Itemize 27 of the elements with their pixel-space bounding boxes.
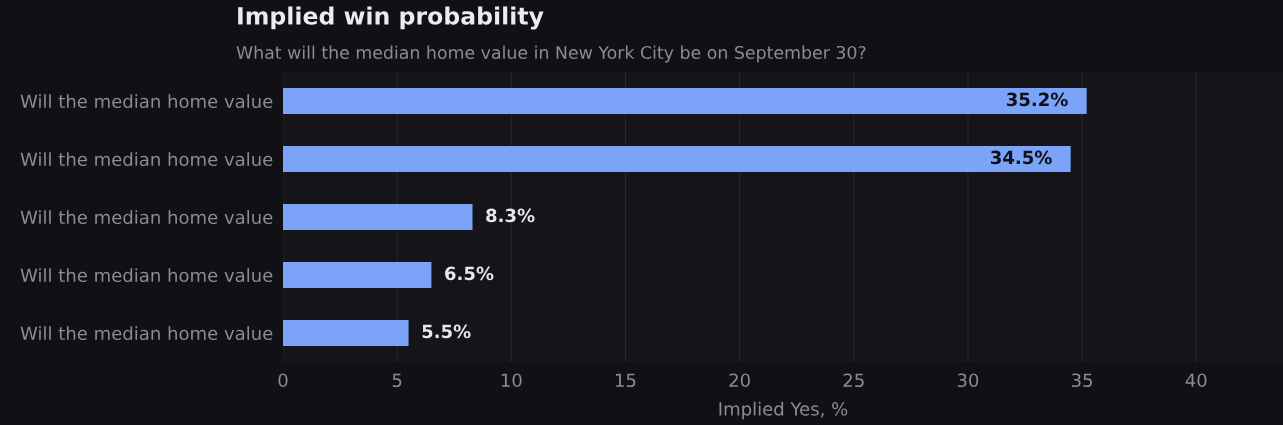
bar	[283, 203, 473, 231]
data-label: 35.2%	[1006, 92, 1068, 107]
y-tick-label: Will the median home value	[20, 326, 273, 341]
bar	[283, 319, 409, 347]
y-tick-label: Will the median home value	[20, 268, 273, 283]
y-tick-label: Will the median home value	[20, 152, 273, 167]
x-tick-label: 40	[1185, 373, 1207, 388]
data-label: 5.5%	[422, 324, 471, 339]
bar	[283, 145, 1071, 173]
x-tick-label: 5	[392, 373, 402, 388]
x-tick-label: 25	[843, 373, 864, 388]
chart-subtitle: What will the median home value in New York City be on September 30?	[236, 45, 866, 63]
chart-title: Implied win probability	[238, 6, 544, 30]
bar	[283, 261, 432, 289]
y-tick-label: Will the median home value	[20, 210, 273, 225]
data-label: 34.5%	[990, 150, 1052, 165]
data-label: 6.5%	[445, 266, 494, 281]
y-tick-label: Will the median home value	[20, 94, 273, 109]
data-label: 8.3%	[486, 208, 535, 223]
x-tick-label: 30	[957, 373, 979, 388]
bar	[283, 87, 1087, 115]
x-tick-label: 15	[615, 373, 636, 388]
x-tick-label: 10	[501, 373, 522, 388]
x-tick-label: 0	[278, 373, 288, 388]
x-axis-title: Implied Yes, %	[719, 401, 848, 420]
x-tick-label: 35	[1071, 373, 1092, 388]
x-tick-label: 20	[729, 373, 750, 388]
